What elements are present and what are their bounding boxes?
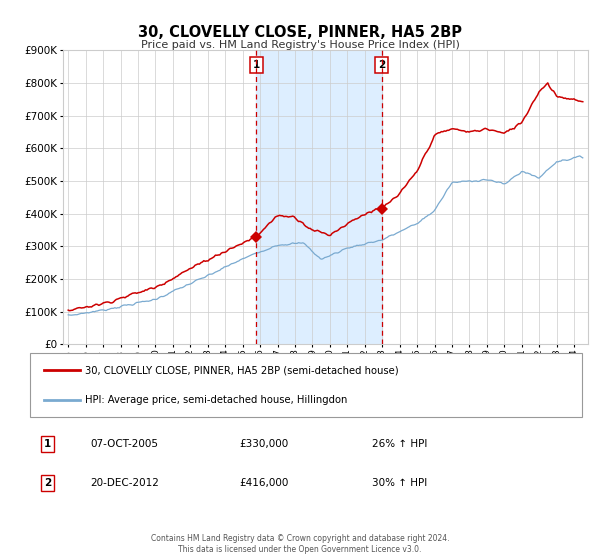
Text: 26% ↑ HPI: 26% ↑ HPI: [372, 439, 428, 449]
Text: 2: 2: [44, 478, 51, 488]
FancyBboxPatch shape: [30, 353, 582, 417]
Text: £330,000: £330,000: [240, 439, 289, 449]
Text: 30, CLOVELLY CLOSE, PINNER, HA5 2BP (semi-detached house): 30, CLOVELLY CLOSE, PINNER, HA5 2BP (sem…: [85, 365, 399, 375]
Text: 30, CLOVELLY CLOSE, PINNER, HA5 2BP: 30, CLOVELLY CLOSE, PINNER, HA5 2BP: [138, 25, 462, 40]
Text: Price paid vs. HM Land Registry's House Price Index (HPI): Price paid vs. HM Land Registry's House …: [140, 40, 460, 50]
Text: HPI: Average price, semi-detached house, Hillingdon: HPI: Average price, semi-detached house,…: [85, 395, 347, 405]
Bar: [256, 50, 382, 344]
Text: 20-DEC-2012: 20-DEC-2012: [91, 478, 160, 488]
Text: 2: 2: [378, 60, 385, 70]
Text: 30% ↑ HPI: 30% ↑ HPI: [372, 478, 427, 488]
Text: £416,000: £416,000: [240, 478, 289, 488]
Text: 07-OCT-2005: 07-OCT-2005: [91, 439, 159, 449]
Text: 1: 1: [253, 60, 260, 70]
Text: Contains HM Land Registry data © Crown copyright and database right 2024.
This d: Contains HM Land Registry data © Crown c…: [151, 534, 449, 554]
Text: 1: 1: [44, 439, 51, 449]
